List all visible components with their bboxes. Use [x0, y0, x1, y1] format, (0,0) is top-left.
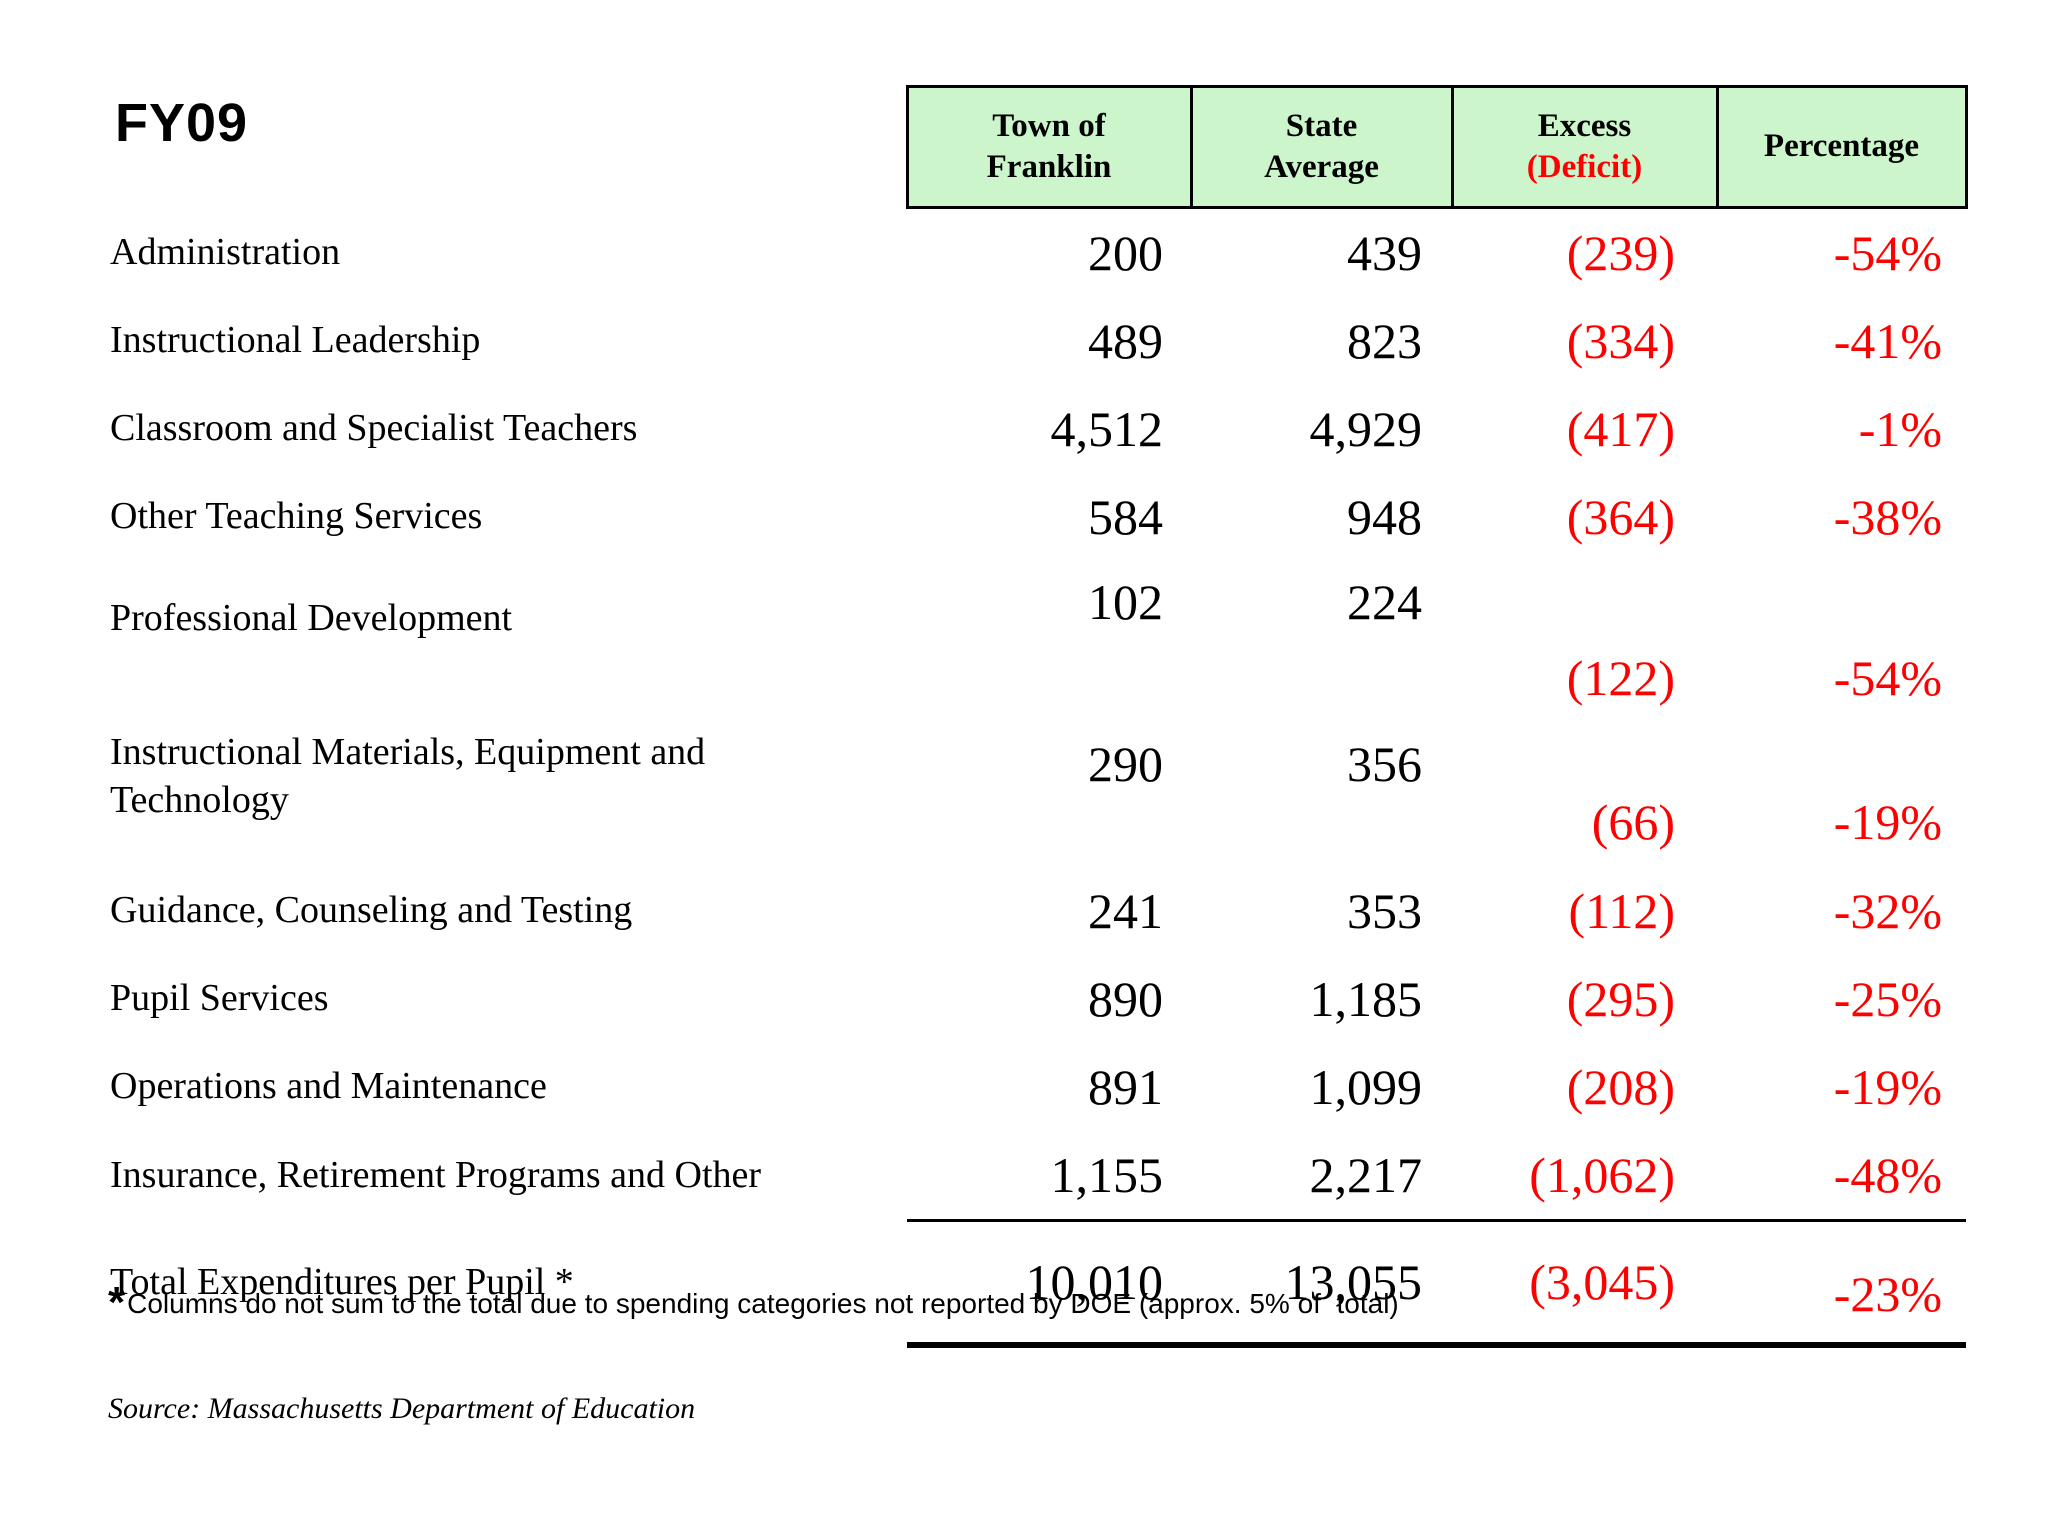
- franklin-value: 891: [1088, 1059, 1163, 1115]
- franklin-value: 584: [1088, 489, 1163, 545]
- percentage-value: -23%: [1717, 1219, 1966, 1348]
- state-value: 948: [1347, 489, 1422, 545]
- category-cell: Instructional Leadership: [110, 319, 481, 362]
- column-header-town-of-franklin: Town of Franklin: [905, 85, 1193, 209]
- category-cell: Administration: [110, 230, 341, 273]
- excess-value: (364): [1566, 489, 1675, 545]
- total-row: Total Expenditures per Pupil * 10,010 13…: [95, 1219, 1966, 1348]
- header-label-deficit: (Deficit): [1526, 149, 1643, 185]
- header-label: Town of: [992, 107, 1106, 144]
- excess-value: (295): [1566, 971, 1675, 1027]
- percentage-value: -19%: [1833, 794, 1942, 850]
- page-title: FY09: [115, 93, 249, 153]
- state-value: 823: [1347, 313, 1422, 369]
- category-cell: Insurance, Retirement Programs and Other: [110, 1154, 762, 1196]
- percentage-value: -48%: [1833, 1147, 1942, 1203]
- footnote-text: Columns do not sum to the total due to s…: [127, 1288, 1399, 1319]
- state-value: 353: [1347, 883, 1422, 939]
- percentage-value: -54%: [1833, 225, 1942, 281]
- category-cell: Other Teaching Services: [110, 495, 483, 538]
- table-row: Instructional Leadership 489 823 (334) -…: [95, 297, 1966, 385]
- percentage-value: -41%: [1833, 313, 1942, 369]
- category-cell: Total Expenditures per Pupil *: [110, 1261, 574, 1303]
- excess-value: (239): [1566, 225, 1675, 281]
- excess-value: (122): [1566, 650, 1675, 706]
- footnote-asterisk: *: [108, 1278, 126, 1327]
- state-value: 224: [1347, 574, 1422, 630]
- category-cell: Operations and Maintenance: [110, 1065, 547, 1108]
- excess-value: (66): [1591, 794, 1675, 850]
- table-row: Administration 200 439 (239) -54%: [95, 208, 1966, 298]
- table-row: Operations and Maintenance 891 1,099 (20…: [95, 1043, 1966, 1131]
- percentage-value: -25%: [1833, 971, 1942, 1027]
- excess-value: (1,062): [1529, 1147, 1675, 1203]
- table-row: Instructional Materials, Equipment and T…: [95, 723, 1966, 867]
- category-cell: Instructional Materials, Equipment and T…: [110, 731, 706, 821]
- state-value: 1,185: [1309, 971, 1423, 1027]
- state-value: 2,217: [1309, 1147, 1423, 1203]
- excess-value: (208): [1566, 1059, 1675, 1115]
- table-row: Professional Development 102 224 (122) -…: [95, 561, 1966, 723]
- state-value: 13,055: [1191, 1219, 1452, 1348]
- table-row: Guidance, Counseling and Testing 241 353…: [95, 867, 1966, 955]
- category-cell: Pupil Services: [110, 977, 329, 1020]
- header-label: Excess: [1537, 107, 1632, 144]
- franklin-value: 10,010: [907, 1219, 1191, 1348]
- expenditure-table: Town of Franklin State Average Excess (D…: [95, 85, 1968, 1348]
- excess-value: (3,045): [1452, 1219, 1717, 1348]
- excess-value: (334): [1566, 313, 1675, 369]
- state-value: 4,929: [1309, 401, 1423, 457]
- column-header-excess-deficit: Excess (Deficit): [1450, 85, 1719, 209]
- percentage-value: -19%: [1833, 1059, 1942, 1115]
- source-credit: Source: Massachusetts Department of Educ…: [108, 1392, 696, 1425]
- state-value: 356: [1347, 736, 1422, 792]
- footnote: *Columns do not sum to the total due to …: [108, 1278, 1399, 1338]
- table-row: Pupil Services 890 1,185 (295) -25%: [95, 955, 1966, 1043]
- franklin-value: 290: [1088, 736, 1163, 792]
- category-cell: Professional Development: [110, 597, 513, 639]
- table-row: Classroom and Specialist Teachers 4,512 …: [95, 385, 1966, 473]
- franklin-value: 4,512: [1050, 401, 1164, 457]
- franklin-value: 1,155: [1050, 1147, 1164, 1203]
- header-label: State: [1285, 107, 1358, 144]
- franklin-value: 489: [1088, 313, 1163, 369]
- franklin-value: 102: [1088, 574, 1163, 630]
- header-label: Franklin: [986, 149, 1112, 185]
- percentage-value: -32%: [1833, 883, 1942, 939]
- franklin-value: 200: [1088, 225, 1163, 281]
- excess-value: (112): [1568, 883, 1675, 939]
- state-value: 1,099: [1309, 1059, 1423, 1115]
- header-corner-spacer: [95, 87, 907, 208]
- percentage-value: -1%: [1858, 401, 1942, 457]
- excess-value: (417): [1566, 401, 1675, 457]
- franklin-value: 241: [1088, 883, 1163, 939]
- category-cell: Classroom and Specialist Teachers: [110, 407, 638, 450]
- header-row: Town of Franklin State Average Excess (D…: [95, 85, 1968, 209]
- header-label: Average: [1264, 149, 1379, 185]
- franklin-value: 890: [1088, 971, 1163, 1027]
- state-value: 439: [1347, 225, 1422, 281]
- table-row: Other Teaching Services 584 948 (364) -3…: [95, 473, 1966, 561]
- percentage-value: -38%: [1833, 489, 1942, 545]
- column-header-state-average: State Average: [1189, 85, 1454, 209]
- table-row: Insurance, Retirement Programs and Other…: [95, 1131, 1966, 1221]
- category-cell: Guidance, Counseling and Testing: [110, 889, 633, 932]
- percentage-value: -54%: [1833, 650, 1942, 706]
- column-header-percentage: Percentage: [1715, 85, 1968, 209]
- header-label: Percentage: [1763, 128, 1920, 165]
